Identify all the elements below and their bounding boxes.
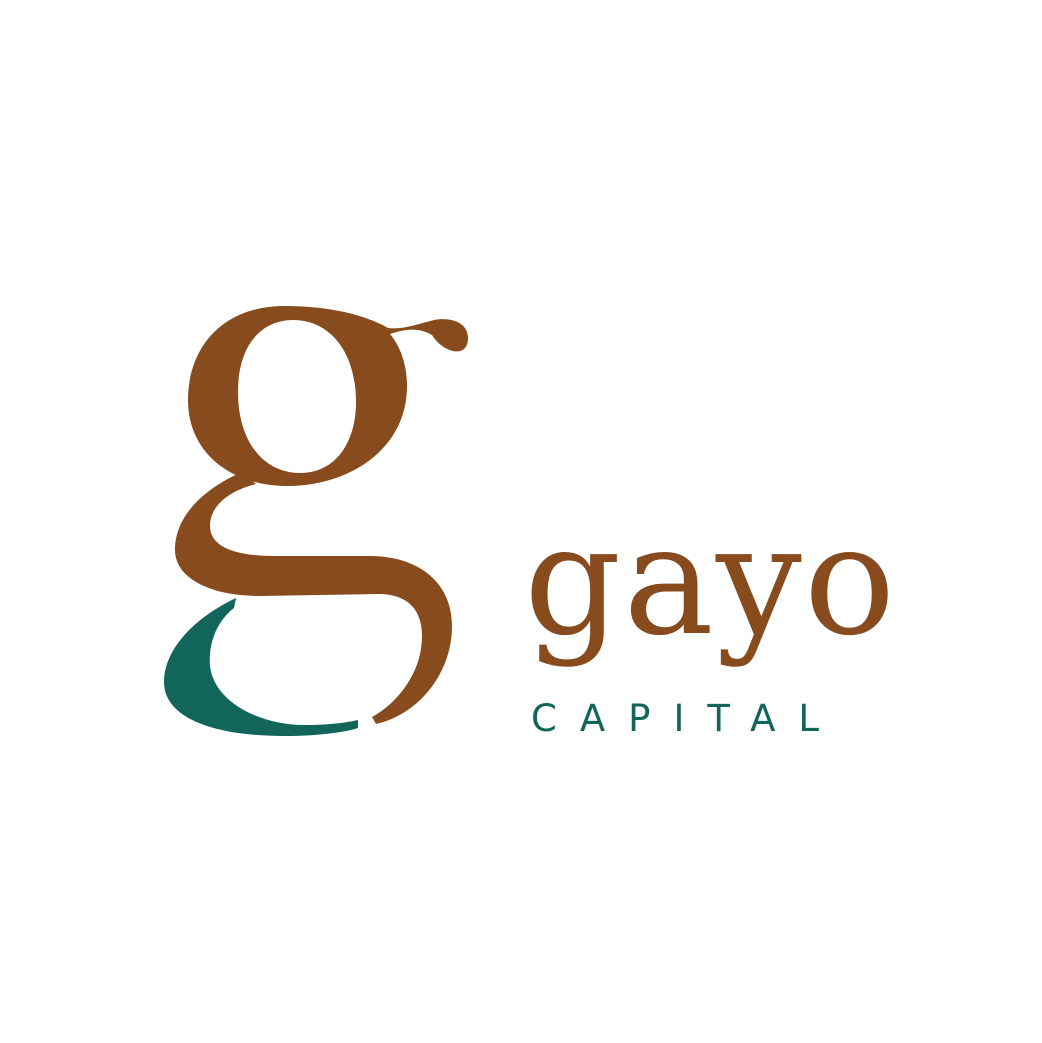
g-lower-loop [175, 472, 452, 724]
brand-name: gayo [524, 492, 898, 669]
brand-tagline: CAPITAL [531, 697, 843, 740]
g-teal-swoosh [164, 598, 358, 736]
g-upper-bowl [188, 306, 468, 486]
stylized-g-icon [164, 306, 468, 736]
